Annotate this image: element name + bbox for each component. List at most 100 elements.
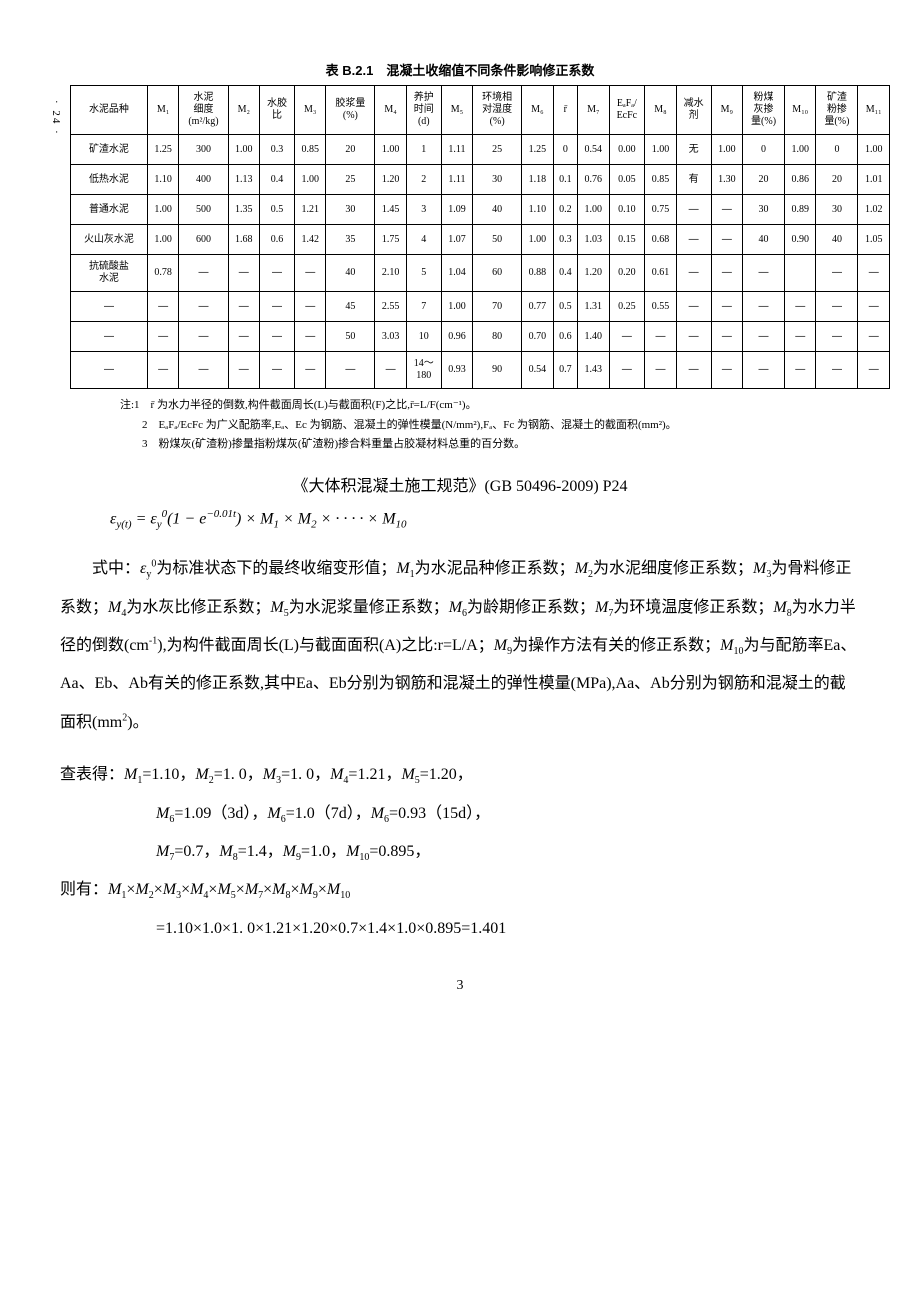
table-cell: 300: [179, 135, 228, 165]
table-cell: —: [179, 255, 228, 292]
table-cell: 1.00: [294, 165, 325, 195]
correction-factor-table: 水泥品种M₁水泥细度(m²/kg)M₂水胶比M₃胶浆量(%)M₄养护时间(d)M…: [70, 85, 890, 389]
table-cell: 0.6: [553, 322, 577, 352]
table-cell: —: [260, 352, 295, 389]
table-cell: 抗硫酸盐水泥: [71, 255, 148, 292]
table-cell: 1.02: [858, 195, 890, 225]
table-header: 环境相对湿度(%): [473, 86, 522, 135]
table-cell: 1.00: [785, 135, 816, 165]
table-cell: —: [676, 195, 711, 225]
table-cell: 1.11: [441, 135, 472, 165]
table-header: 养护时间(d): [406, 86, 441, 135]
table-cell: 1.01: [858, 165, 890, 195]
table-cell: 30: [326, 195, 375, 225]
table-cell: 1.35: [228, 195, 259, 225]
table-cell: 0.68: [645, 225, 676, 255]
table-cell: 1.04: [441, 255, 472, 292]
table-cell: 1.00: [711, 135, 742, 165]
table-cell: 0.85: [645, 165, 676, 195]
table-cell: —: [294, 292, 325, 322]
table-cell: 25: [473, 135, 522, 165]
table-cell: —: [711, 195, 742, 225]
table-cell: 20: [326, 135, 375, 165]
table-cell: 1.05: [858, 225, 890, 255]
table-cell: 0.76: [578, 165, 609, 195]
table-cell: —: [609, 322, 645, 352]
table-header: M₂: [228, 86, 259, 135]
table-cell: 矿渣水泥: [71, 135, 148, 165]
table-cell: 30: [816, 195, 858, 225]
table-cell: 0.3: [260, 135, 295, 165]
table-cell: [785, 255, 816, 292]
table-cell: —: [179, 352, 228, 389]
table-cell: —: [228, 255, 259, 292]
table-cell: 20: [816, 165, 858, 195]
table-cell: —: [71, 292, 148, 322]
table-cell: 1.00: [228, 135, 259, 165]
table-cell: —: [645, 322, 676, 352]
table-cell: 0.5: [553, 292, 577, 322]
lookup-line: M7=0.7，M8=1.4，M9=1.0，M10=0.895，: [156, 833, 860, 871]
table-cell: —: [711, 225, 742, 255]
table-cell: 1.30: [711, 165, 742, 195]
table-cell: 1.68: [228, 225, 259, 255]
table-cell: —: [743, 292, 785, 322]
table-cell: 600: [179, 225, 228, 255]
table-cell: 4: [406, 225, 441, 255]
table-cell: 0.78: [147, 255, 178, 292]
table-cell: —: [179, 322, 228, 352]
table-cell: 0.89: [785, 195, 816, 225]
table-cell: —: [676, 255, 711, 292]
table-header: M₁₀: [785, 86, 816, 135]
lookup-line: 查表得：M1=1.10，M2=1. 0，M3=1. 0，M4=1.21，M5=1…: [60, 756, 860, 794]
table-cell: 30: [743, 195, 785, 225]
table-header: M₇: [578, 86, 609, 135]
table-cell: 1.10: [522, 195, 553, 225]
table-cell: 0.54: [578, 135, 609, 165]
table-row: ——————503.03100.96800.700.61.40————————: [71, 322, 890, 352]
table-cell: 1.00: [858, 135, 890, 165]
table-row: 普通水泥1.005001.350.51.21301.4531.09401.100…: [71, 195, 890, 225]
table-cell: 1.40: [578, 322, 609, 352]
table-cell: 1.00: [147, 195, 178, 225]
table-row: 矿渣水泥1.253001.000.30.85201.0011.11251.250…: [71, 135, 890, 165]
table-header: 胶浆量(%): [326, 86, 375, 135]
table-cell: —: [260, 255, 295, 292]
table-cell: —: [228, 322, 259, 352]
table-cell: 1.00: [375, 135, 406, 165]
table-cell: 0.75: [645, 195, 676, 225]
table-cell: 1.21: [294, 195, 325, 225]
table-cell: —: [294, 255, 325, 292]
table-cell: 0.7: [553, 352, 577, 389]
table-cell: 0.96: [441, 322, 472, 352]
table-cell: —: [147, 292, 178, 322]
table-cell: 0.00: [609, 135, 645, 165]
table-cell: —: [858, 322, 890, 352]
table-cell: 2.10: [375, 255, 406, 292]
table-cell: —: [294, 322, 325, 352]
table-cell: 10: [406, 322, 441, 352]
table-cell: —: [147, 352, 178, 389]
table-cell: —: [743, 255, 785, 292]
table-cell: 25: [326, 165, 375, 195]
table-header: 水泥品种: [71, 86, 148, 135]
table-cell: 1.18: [522, 165, 553, 195]
table-cell: —: [179, 292, 228, 322]
table-cell: 1.42: [294, 225, 325, 255]
table-cell: 0.15: [609, 225, 645, 255]
table-cell: 0.5: [260, 195, 295, 225]
table-cell: 50: [473, 225, 522, 255]
table-cell: —: [676, 292, 711, 322]
table-header: 矿渣粉掺量(%): [816, 86, 858, 135]
table-cell: —: [71, 352, 148, 389]
table-cell: 0.4: [553, 255, 577, 292]
table-cell: 80: [473, 322, 522, 352]
table-cell: 1.20: [578, 255, 609, 292]
table-cell: —: [711, 292, 742, 322]
table-cell: —: [816, 322, 858, 352]
result-line: =1.10×1.0×1. 0×1.21×1.20×0.7×1.4×1.0×0.8…: [156, 910, 860, 948]
table-header: M₁₁: [858, 86, 890, 135]
table-cell: —: [743, 352, 785, 389]
table-cell: —: [858, 255, 890, 292]
table-cell: —: [711, 352, 742, 389]
